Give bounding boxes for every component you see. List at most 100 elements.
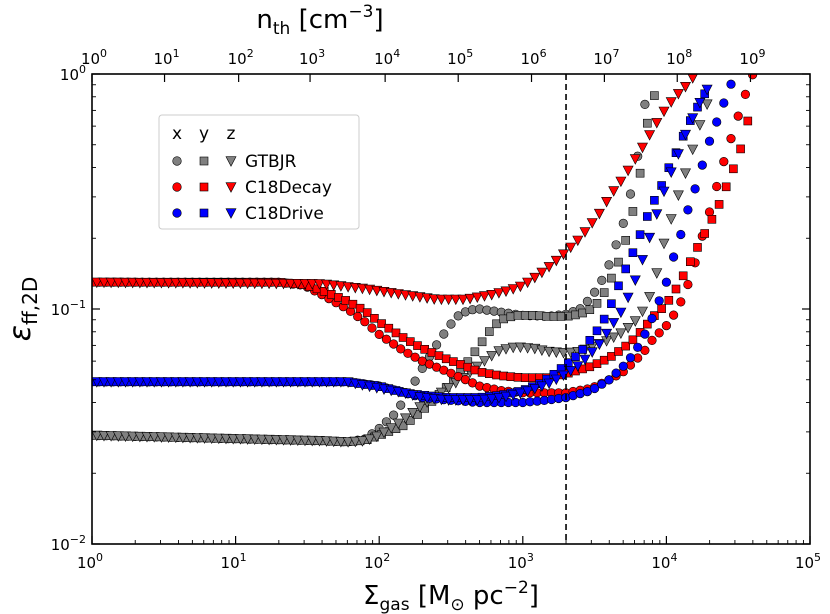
c18drive-z-marker: [522, 386, 534, 397]
legend-label-c18decay: C18Decay: [245, 178, 332, 198]
c18decay-y-marker: [449, 357, 458, 366]
gtbjr-x-marker: [396, 400, 406, 410]
c18decay-z-marker: [206, 278, 218, 289]
gtbjr-x-marker: [446, 319, 456, 329]
c18decay-z-marker: [92, 277, 103, 289]
y-tick-label: 100: [60, 63, 86, 84]
c18decay-z-marker: [687, 74, 698, 84]
c18decay-y-marker: [614, 347, 623, 356]
c18decay-z-marker: [349, 282, 361, 294]
c18drive-z-marker: [680, 129, 691, 141]
gtbjr-z-marker: [335, 436, 347, 448]
c18decay-z-marker: [263, 278, 275, 290]
c18drive-z-marker: [148, 377, 160, 388]
gtbjr-z-marker: [637, 306, 648, 318]
c18decay-y-marker: [743, 116, 753, 126]
c18decay-z-marker: [155, 278, 167, 289]
c18decay-y-marker: [377, 319, 386, 328]
gtbjr-z-marker: [220, 433, 232, 445]
legend-label-gtbjr: GTBJR: [245, 152, 297, 172]
c18drive-x-marker: [611, 368, 621, 378]
gtbjr-z-marker: [392, 418, 404, 430]
legend-box: [158, 114, 360, 230]
c18decay-z-marker: [141, 277, 153, 289]
gtbjr-z-marker: [299, 435, 311, 447]
c18decay-z-marker: [407, 291, 419, 302]
legend-triangle-marker: [225, 182, 237, 193]
c18drive-z-marker: [644, 232, 656, 244]
gtbjr-x-marker: [597, 275, 607, 286]
gtbjr-z-marker: [306, 435, 318, 447]
c18decay-y-marker: [434, 351, 444, 360]
c18decay-z-marker: [608, 186, 620, 197]
c18decay-z-marker: [493, 288, 505, 299]
c18drive-z-marker: [500, 391, 512, 403]
top-tick-label: 102: [228, 47, 254, 68]
c18decay-z-marker: [321, 279, 332, 291]
gtbjr-z-marker: [321, 436, 332, 447]
top-axis-label: nth [cm−3]: [256, 2, 383, 39]
c18drive-z-marker: [120, 377, 131, 388]
legend-label-c18drive: C18Drive: [245, 204, 324, 224]
gtbjr-z-marker: [263, 434, 275, 446]
gtbjr-z-marker: [349, 436, 361, 448]
c18decay-x-marker: [353, 311, 363, 322]
c18decay-z-marker: [672, 89, 684, 100]
gtbjr-z-marker: [120, 431, 131, 442]
x-tick-label: 104: [651, 551, 677, 572]
c18decay-z-marker: [342, 282, 354, 293]
c18drive-z-marker: [112, 377, 124, 388]
gtbjr-z-marker: [285, 435, 297, 446]
c18decay-y-marker: [341, 296, 351, 305]
c18decay-z-marker: [170, 278, 182, 289]
c18drive-z-marker: [637, 255, 648, 266]
gtbjr-y-marker: [628, 207, 638, 216]
c18drive-z-marker: [220, 377, 232, 388]
c18drive-z-marker: [328, 377, 340, 388]
gtbjr-z-marker: [701, 99, 713, 110]
gtbjr-z-marker: [687, 144, 699, 156]
gtbjr-x-marker: [640, 99, 650, 109]
c18decay-y-marker: [513, 372, 523, 382]
c18decay-z-marker: [400, 290, 411, 301]
c18drive-x-marker: [589, 383, 600, 394]
gtbjr-z-marker: [500, 344, 512, 355]
gtbjr-z-marker: [163, 432, 175, 443]
gtbjr-z-marker: [155, 432, 167, 443]
c18drive-y-marker: [592, 326, 602, 336]
gtbjr-z-marker: [629, 316, 641, 327]
top-tick-label: 103: [299, 47, 325, 68]
gtbjr-z-marker: [550, 347, 562, 358]
top-tick-label: 105: [447, 47, 473, 68]
top-tick-label: 109: [739, 47, 765, 68]
c18drive-y-marker: [621, 264, 631, 274]
gtbjr-x-marker: [618, 218, 628, 228]
x-axis-label: Σgas [M⊙ pc−2]: [363, 578, 539, 614]
c18decay-z-marker: [191, 278, 203, 289]
y-axis-label: εff,2D: [3, 277, 42, 341]
c18decay-z-marker: [479, 291, 490, 302]
c18decay-z-marker: [471, 292, 483, 304]
gtbjr-z-marker: [407, 407, 419, 419]
c18drive-z-marker: [629, 275, 641, 286]
gtbjr-y-marker: [520, 310, 530, 320]
c18decay-z-marker: [543, 262, 555, 273]
c18decay-x-marker: [676, 297, 686, 307]
c18drive-x-marker: [704, 136, 715, 146]
c18decay-y-marker: [736, 144, 745, 154]
c18decay-z-marker: [622, 165, 634, 177]
c18drive-z-marker: [694, 98, 706, 109]
x-tick-label: 101: [221, 551, 247, 572]
gtbjr-z-marker: [479, 356, 490, 367]
c18decay-y-marker: [362, 308, 372, 317]
c18decay-z-marker: [522, 277, 534, 289]
gtbjr-y-marker: [535, 311, 544, 321]
c18decay-z-marker: [256, 278, 268, 290]
c18decay-z-marker: [500, 286, 512, 297]
gtbjr-z-marker: [112, 431, 124, 442]
gtbjr-x-marker: [611, 240, 621, 250]
c18drive-z-marker: [665, 167, 677, 178]
gtbjr-z-marker: [328, 436, 340, 448]
c18decay-y-marker: [592, 359, 602, 369]
gtbjr-z-marker: [608, 332, 620, 344]
